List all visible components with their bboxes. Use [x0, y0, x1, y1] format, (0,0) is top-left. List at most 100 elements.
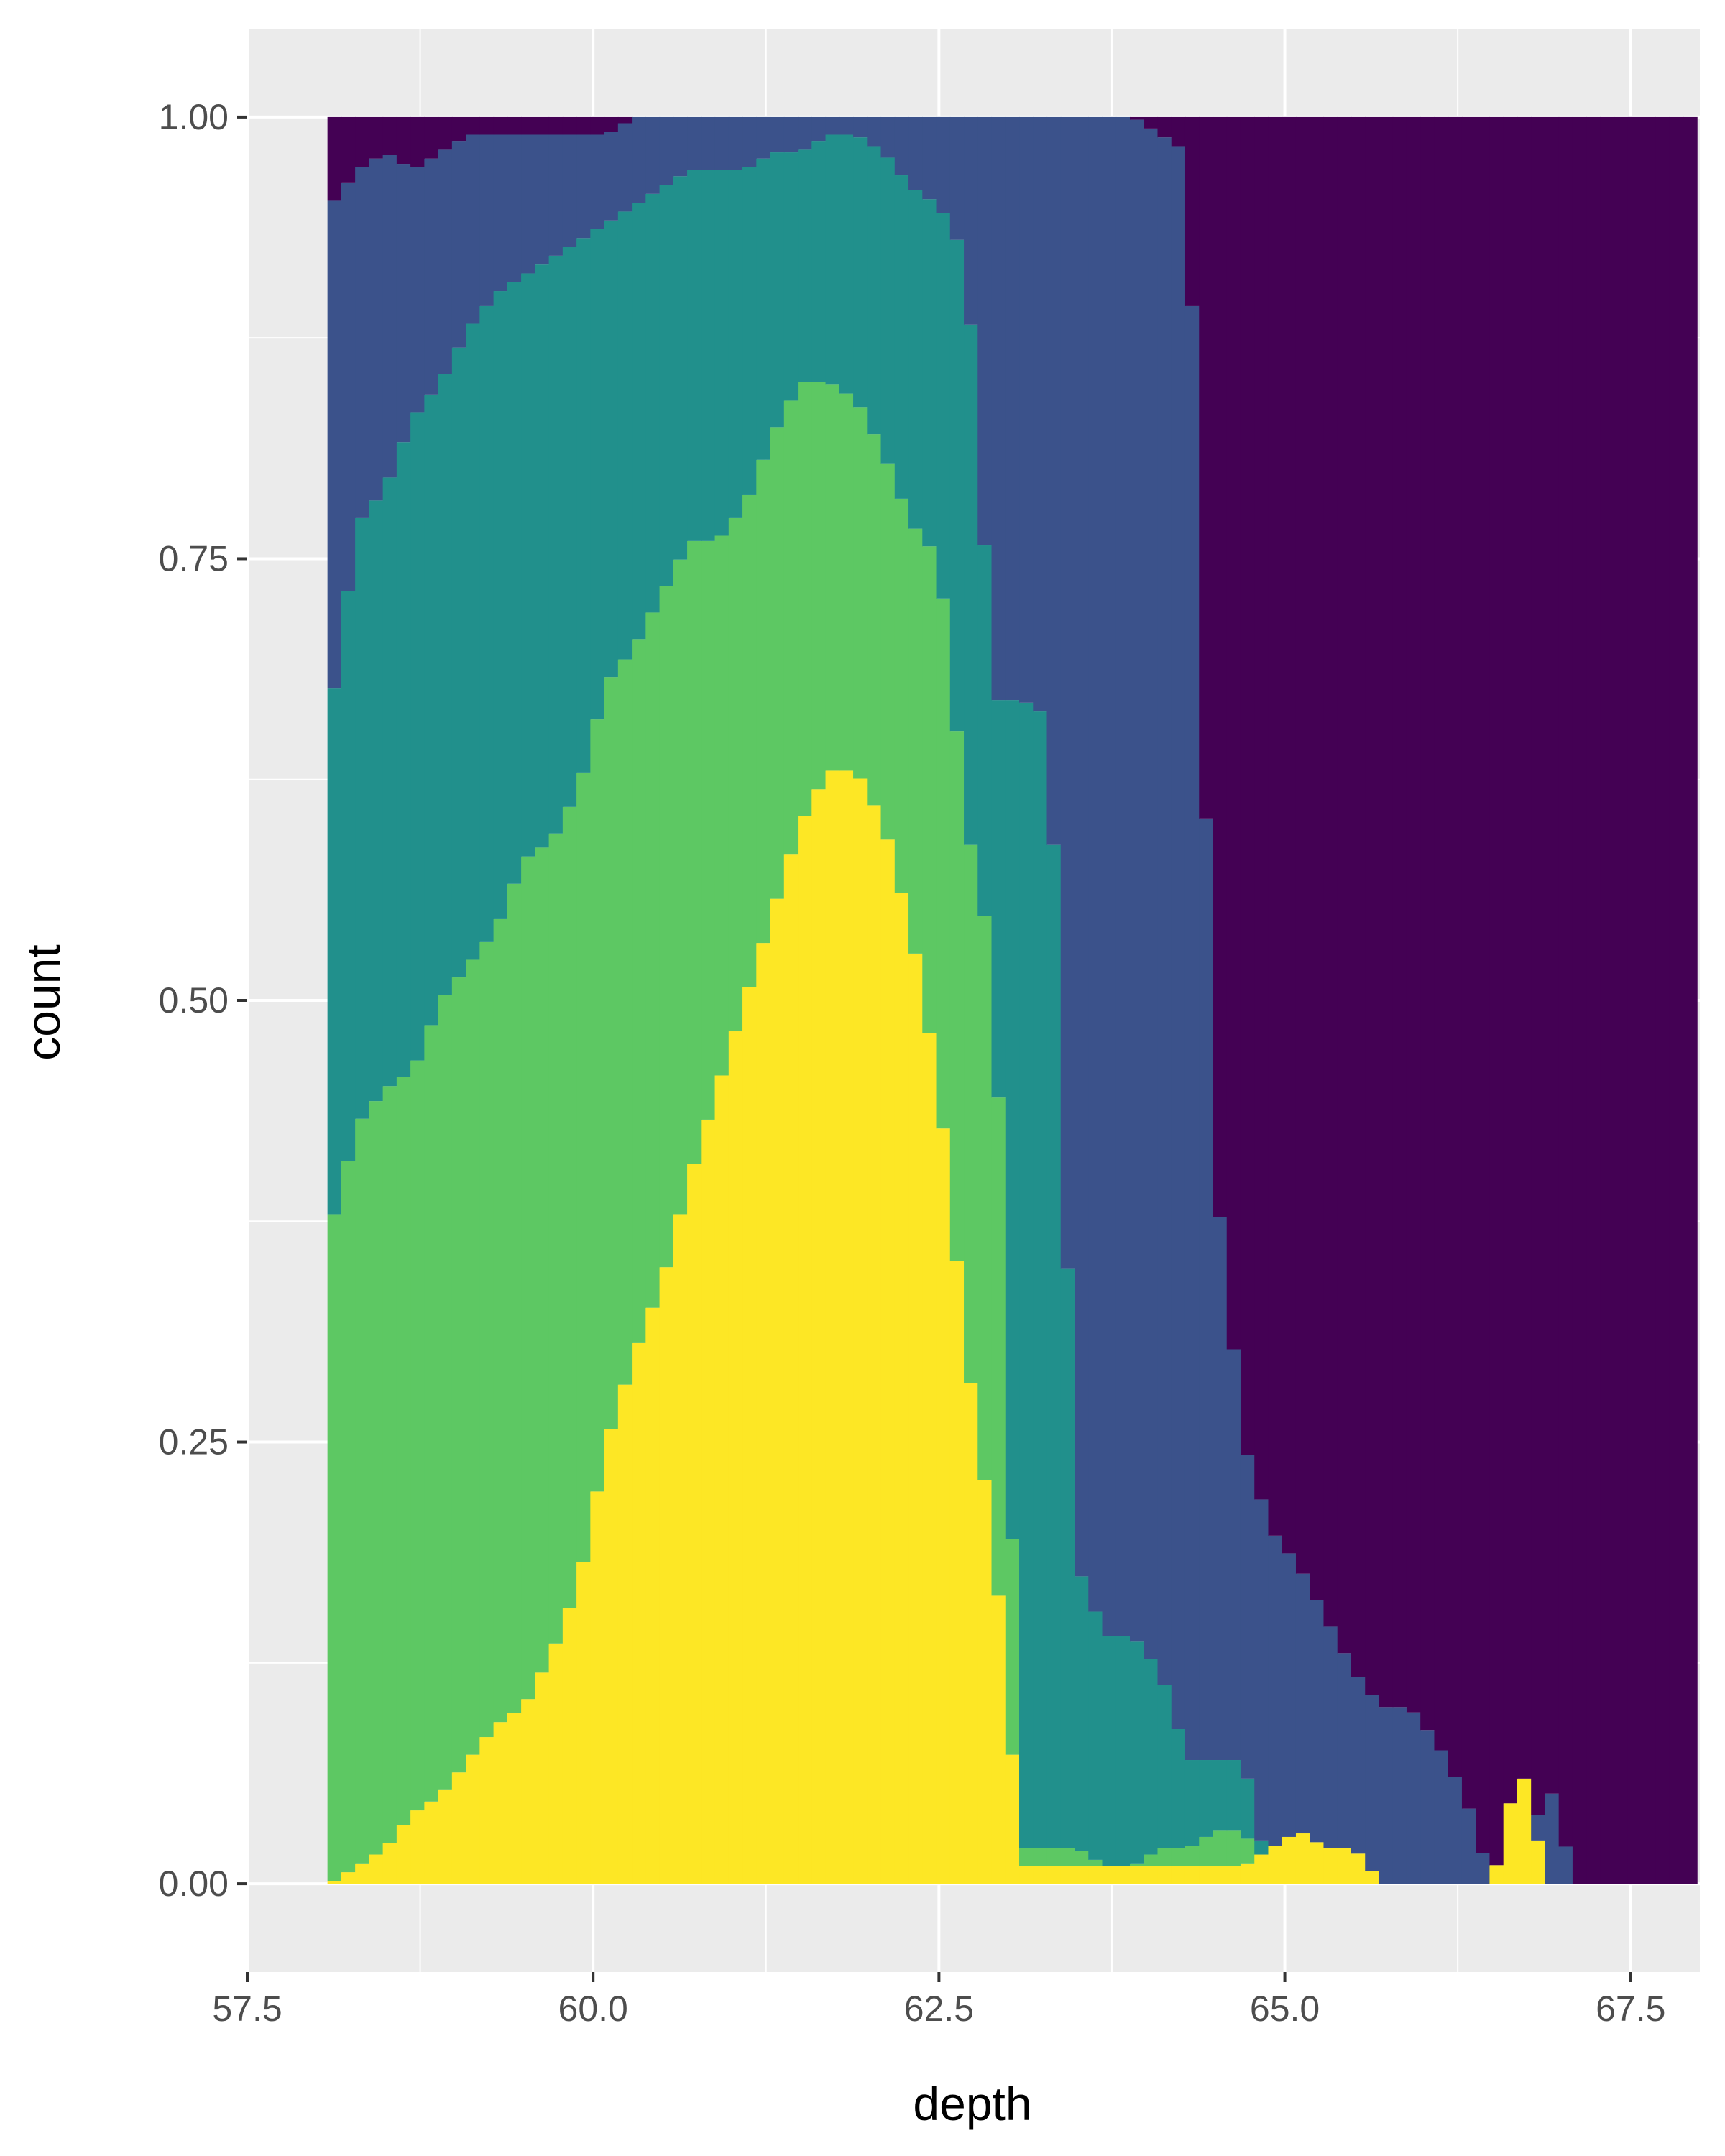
bar-s1	[1171, 116, 1186, 147]
bar-s4	[728, 517, 743, 1032]
x-tick-label: 67.5	[1596, 1989, 1665, 2029]
bar-s2	[742, 116, 757, 167]
bar-s1	[1476, 116, 1491, 1853]
bar-s3	[1240, 1778, 1255, 1839]
y-tick-label: 1.00	[159, 97, 229, 137]
bar-s1	[1489, 116, 1504, 1866]
bar-s1	[1669, 116, 1684, 1884]
bar-s1	[1199, 116, 1214, 819]
bar-s5	[645, 1307, 661, 1884]
bar-s5	[659, 1267, 674, 1884]
bar-s2	[355, 167, 369, 518]
bar-s5	[1184, 1866, 1200, 1884]
bar-s1	[1600, 116, 1615, 1884]
bar-s4	[1075, 1851, 1089, 1866]
bar-s4	[493, 918, 508, 1723]
bar-s4	[659, 586, 674, 1268]
bar-s3	[991, 700, 1006, 1098]
bar-s2	[673, 116, 688, 177]
bar-s4	[341, 1161, 356, 1873]
bar-s1	[590, 116, 605, 135]
bar-s2	[894, 116, 909, 176]
bar-s2	[1060, 116, 1075, 1269]
bar-s3	[936, 213, 951, 599]
bar-s1	[1144, 116, 1159, 129]
bar-s2	[493, 134, 508, 292]
bar-s2	[632, 116, 646, 203]
bar-s4	[590, 719, 605, 1492]
bar-s4	[355, 1118, 369, 1864]
bar-s3	[521, 273, 535, 857]
bar-s5	[535, 1672, 550, 1884]
bar-s1	[548, 116, 564, 135]
bar-s5	[1226, 1866, 1241, 1884]
bar-s3	[424, 394, 439, 1026]
bar-s2	[964, 116, 978, 325]
bar-s1	[466, 116, 480, 135]
bar-s3	[576, 238, 591, 773]
bar-s2	[438, 149, 453, 374]
bar-s3	[1088, 1611, 1103, 1860]
bar-s3	[1184, 1760, 1200, 1846]
bar-s1	[1683, 116, 1698, 1884]
bar-s1	[1503, 116, 1518, 1804]
bar-s4	[1240, 1838, 1255, 1864]
bar-s4	[369, 1101, 384, 1855]
bar-s2	[1075, 116, 1089, 1577]
y-tick-label: 0.00	[159, 1864, 229, 1904]
bar-s3	[728, 170, 743, 518]
bar-s5	[811, 789, 827, 1884]
bar-s4	[687, 540, 702, 1164]
bar-s1	[535, 116, 550, 135]
bar-s2	[617, 123, 632, 212]
bar-s5	[1116, 1866, 1131, 1884]
bar-s4	[714, 535, 730, 1076]
bar-s5	[728, 1031, 743, 1884]
bar-s2	[1379, 1707, 1394, 1884]
bar-s5	[466, 1754, 480, 1884]
y-axis: 0.00 0.25 0.50 0.75 1.00	[159, 97, 247, 1904]
bar-s1	[451, 116, 466, 142]
y-tick-label: 0.25	[159, 1422, 229, 1462]
bar-s3	[1130, 1641, 1144, 1864]
bar-s4	[673, 559, 688, 1215]
bar-s4	[978, 916, 993, 1480]
bar-s4	[617, 659, 632, 1385]
bar-s4	[410, 1060, 425, 1811]
bar-s5	[756, 943, 771, 1884]
bar-s5	[1060, 1866, 1075, 1884]
bar-s3	[894, 175, 909, 499]
bar-s5	[701, 1119, 716, 1884]
bar-s2	[1351, 1677, 1366, 1854]
bar-s1	[1406, 116, 1421, 1713]
bar-s4	[1184, 1846, 1200, 1866]
bar-s3	[645, 193, 661, 613]
bar-s2	[1088, 116, 1103, 1612]
bar-s4	[1033, 1848, 1048, 1866]
bar-s1	[1130, 116, 1144, 120]
bar-s4	[701, 540, 716, 1120]
bar-s2	[382, 155, 397, 478]
bar-s4	[507, 883, 522, 1713]
x-tick-label: 62.5	[904, 1989, 974, 2029]
bar-s3	[770, 152, 785, 428]
bar-s2	[604, 132, 619, 221]
bar-s2	[327, 200, 342, 689]
bar-s2	[714, 116, 730, 170]
bar-s5	[1033, 1866, 1048, 1884]
bar-s1	[1531, 116, 1546, 1815]
bar-s2	[991, 116, 1006, 701]
bar-s1	[1572, 116, 1587, 1884]
bar-s2	[1448, 1777, 1463, 1884]
bar-s1	[382, 116, 397, 155]
bar-s5	[424, 1801, 439, 1884]
bar-s1	[493, 116, 508, 135]
bar-s1	[1323, 116, 1338, 1627]
bar-s1	[1461, 116, 1476, 1809]
bar-s5	[451, 1772, 466, 1884]
bar-s3	[355, 517, 369, 1119]
bar-s3	[1254, 1840, 1269, 1855]
bar-s1	[1392, 116, 1407, 1708]
bar-s4	[645, 612, 661, 1308]
bar-s1	[1655, 116, 1670, 1884]
